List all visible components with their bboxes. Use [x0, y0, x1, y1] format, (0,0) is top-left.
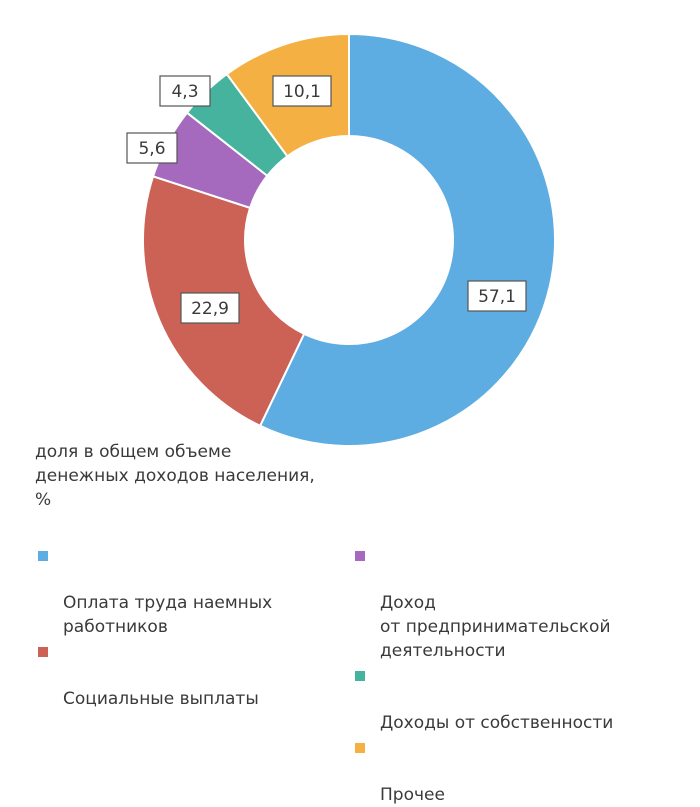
data-label-text-wages: 57,1 — [478, 287, 516, 307]
legend-label-other: Прочее — [380, 785, 445, 805]
data-label-text-business: 5,6 — [138, 139, 165, 159]
data-label-other: 10,1 — [272, 75, 332, 107]
legend-label-property: Доходы от собственности — [380, 713, 614, 733]
data-label-box-social — [180, 292, 240, 324]
legend-item-property: Доходы от собственности — [352, 663, 613, 735]
legend-swatch-business — [355, 551, 365, 561]
legend-label-social: Социальные выплаты — [63, 689, 259, 709]
legend-item-wages: Оплата труда наемных работников — [35, 543, 272, 639]
donut-chart: 57,1 22,9 5,6 4,3 10,1 — [126, 32, 556, 447]
chart-note: доля в общем объеме денежных доходов нас… — [35, 442, 315, 510]
data-label-social: 22,9 — [180, 292, 240, 324]
data-label-text-property: 4,3 — [171, 82, 198, 102]
legend-item-business: Доход от предпринимательской деятельност… — [352, 543, 613, 663]
data-label-text-social: 22,9 — [191, 299, 229, 319]
legend-swatch-property — [355, 671, 365, 681]
data-label-property: 4,3 — [159, 75, 211, 107]
data-label-text-other: 10,1 — [283, 82, 321, 102]
legend-label-business: Доход от предпринимательской деятельност… — [380, 593, 611, 661]
data-label-business: 5,6 — [126, 132, 178, 164]
legend-item-social: Социальные выплаты — [35, 639, 272, 711]
data-label-box-wages — [467, 280, 527, 312]
slice-wages — [258, 32, 556, 447]
legend-label-wages: Оплата труда наемных работников — [63, 593, 273, 637]
data-label-wages: 57,1 — [467, 280, 527, 312]
legend-column-right: Доход от предпринимательской деятельност… — [352, 543, 613, 807]
data-label-box-other — [272, 75, 332, 107]
legend-swatch-social — [38, 647, 48, 657]
legend-swatch-wages — [38, 551, 48, 561]
legend-item-other: Прочее — [352, 735, 613, 807]
chart-data-labels: 57,1 22,9 5,6 4,3 10,1 — [126, 75, 527, 324]
data-label-box-property — [159, 75, 211, 107]
data-label-box-business — [126, 132, 178, 164]
legend-swatch-other — [355, 743, 365, 753]
legend-column-left: Оплата труда наемных работников Социальн… — [35, 543, 272, 711]
